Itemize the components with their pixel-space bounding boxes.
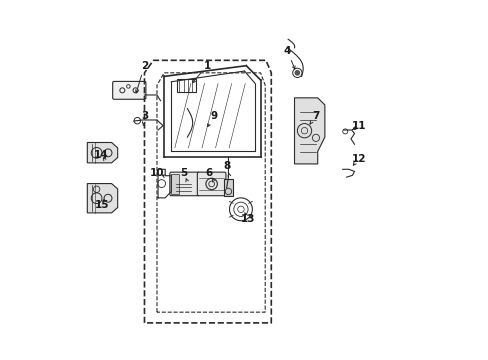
Text: 7: 7 (312, 111, 319, 121)
Polygon shape (294, 98, 324, 164)
Text: 14: 14 (94, 150, 109, 160)
Text: 4: 4 (283, 46, 290, 57)
Polygon shape (87, 184, 118, 213)
Text: 1: 1 (203, 61, 210, 71)
Bar (171, 174, 179, 194)
Bar (176, 79, 196, 93)
FancyBboxPatch shape (112, 81, 145, 99)
Polygon shape (87, 143, 118, 163)
FancyBboxPatch shape (169, 172, 199, 196)
Text: 11: 11 (351, 121, 366, 131)
Text: 15: 15 (94, 200, 109, 210)
Text: 2: 2 (141, 61, 148, 71)
Text: 12: 12 (351, 154, 366, 163)
Text: 3: 3 (141, 111, 148, 121)
Text: 9: 9 (210, 111, 217, 121)
Text: 6: 6 (205, 168, 212, 178)
Bar (224, 179, 232, 196)
Text: 5: 5 (180, 168, 187, 178)
Text: 10: 10 (149, 168, 164, 178)
Text: 8: 8 (223, 161, 230, 171)
Text: 13: 13 (240, 214, 255, 224)
FancyBboxPatch shape (197, 172, 225, 196)
Circle shape (295, 71, 299, 75)
